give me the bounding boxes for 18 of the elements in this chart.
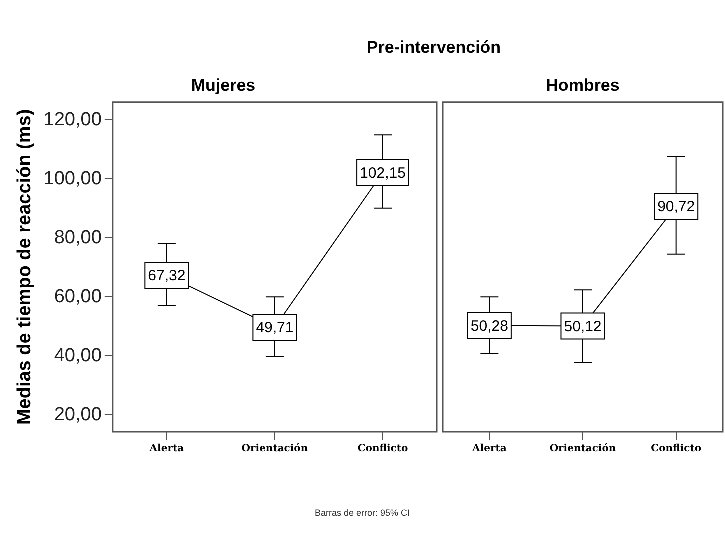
y-tick-label: 60,00 — [54, 286, 102, 308]
x-tick-label: Conflicto — [358, 444, 408, 455]
y-tick-label: 40,00 — [54, 345, 102, 366]
x-tick-label: Alerta — [472, 444, 508, 455]
text: Barras de error: 95% CI — [314, 508, 412, 518]
y-tick-label: 100,00 — [44, 168, 102, 190]
x-tick-label: Conflicto — [651, 444, 702, 455]
y-tick-label: 20,00 — [54, 404, 102, 426]
chart-subtitle: Mujeres — [191, 76, 256, 95]
y-axis-title: Medias de tiempo de reacción (ms) — [14, 109, 36, 426]
y-tick-label: 80,00 — [54, 227, 102, 248]
x-tick-label: Orientación — [242, 444, 309, 455]
x-tick-label: Alerta — [148, 444, 185, 455]
x-tick-label: Orientación — [550, 444, 617, 455]
data-label: 102,15 — [360, 164, 406, 182]
chart-subtitle: Hombres — [546, 76, 620, 95]
y-tick-label: 120,00 — [44, 109, 102, 130]
chart-title: Pre-intervención — [366, 38, 502, 58]
